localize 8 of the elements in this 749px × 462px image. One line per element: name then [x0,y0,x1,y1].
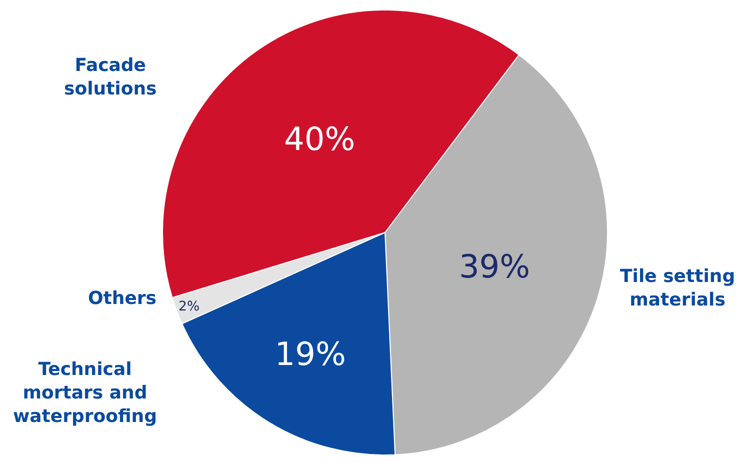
data-label: 39% [458,247,530,286]
data-label: 19% [274,334,346,373]
slice-label: Others [88,288,157,309]
data-label: 2% [178,300,200,315]
slice-label: Tile setting materials [620,266,736,310]
slice-label: Technical mortars and waterproofing [13,359,157,427]
data-label: 40% [284,120,356,158]
slice-label: Facade solutions [64,55,157,100]
